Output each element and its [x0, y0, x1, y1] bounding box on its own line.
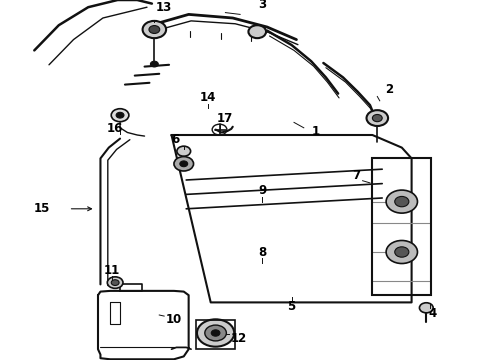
Text: 12: 12	[231, 332, 247, 345]
Circle shape	[395, 247, 409, 257]
Circle shape	[419, 303, 433, 313]
Text: 10: 10	[166, 313, 182, 326]
Circle shape	[205, 325, 226, 341]
Text: 8: 8	[258, 246, 266, 258]
Circle shape	[180, 161, 188, 167]
Text: 14: 14	[200, 91, 217, 104]
Text: 7: 7	[353, 169, 361, 182]
Text: 4: 4	[428, 307, 436, 320]
Text: 5: 5	[288, 300, 295, 312]
Text: 15: 15	[33, 202, 50, 215]
Text: 6: 6	[172, 133, 179, 146]
Circle shape	[149, 26, 160, 33]
Circle shape	[111, 109, 129, 122]
Text: 11: 11	[103, 264, 120, 277]
Circle shape	[395, 197, 409, 207]
Circle shape	[367, 110, 388, 126]
Text: 1: 1	[312, 125, 320, 138]
Circle shape	[386, 240, 417, 264]
Circle shape	[197, 319, 234, 347]
Text: 13: 13	[156, 1, 172, 14]
Circle shape	[177, 146, 191, 156]
Text: 16: 16	[107, 122, 123, 135]
Text: 17: 17	[216, 112, 233, 125]
Circle shape	[248, 25, 266, 38]
Circle shape	[150, 61, 158, 67]
Circle shape	[116, 112, 124, 118]
Text: 9: 9	[258, 184, 266, 197]
Circle shape	[211, 330, 220, 336]
Circle shape	[111, 280, 119, 285]
Text: 2: 2	[386, 83, 393, 96]
Circle shape	[372, 114, 382, 122]
Text: 3: 3	[258, 0, 266, 11]
Circle shape	[143, 21, 166, 38]
Circle shape	[174, 157, 194, 171]
Circle shape	[107, 277, 123, 288]
Circle shape	[386, 190, 417, 213]
